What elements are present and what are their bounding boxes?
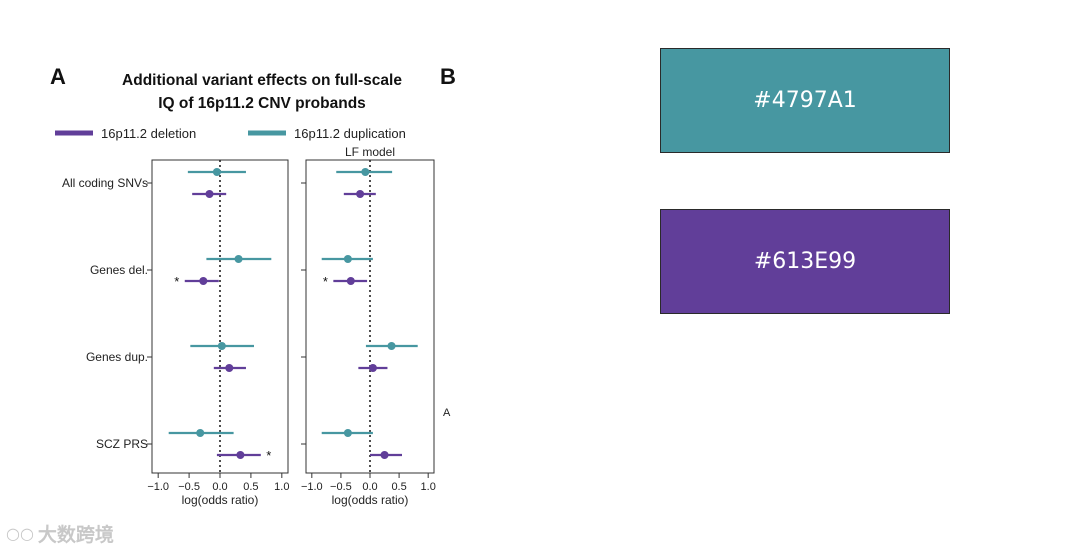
point-16p11-2-duplication-scz-prs xyxy=(343,429,352,437)
point-16p11-2-deletion-scz-prs xyxy=(380,451,389,459)
point-16p11-2-deletion-all-coding-snvs xyxy=(356,190,365,198)
point-16p11-2-duplication-all-coding-snvs xyxy=(212,168,221,176)
swatch-hex-label: #613E99 xyxy=(753,249,857,274)
y-category-label-scz-prs: SCZ PRS xyxy=(96,437,148,451)
point-16p11-2-duplication-genes-dup xyxy=(217,342,226,350)
point-16p11-2-duplication-genes-del xyxy=(234,255,243,263)
x-tick-label: 0.5 xyxy=(243,481,258,493)
color-swatch-teal: #4797A1 xyxy=(660,48,950,153)
point-16p11-2-deletion-all-coding-snvs xyxy=(205,190,214,198)
point-16p11-2-deletion-scz-prs xyxy=(236,451,245,459)
y-category-label-genes-del: Genes del. xyxy=(90,263,148,277)
legend: 16p11.2 deletion 16p11.2 duplication xyxy=(55,126,406,141)
x-tick-label: 0.0 xyxy=(362,481,377,493)
panel-letter: A xyxy=(50,64,66,89)
wechat-logo-icon: ○○ xyxy=(6,524,34,543)
x-tick-label: 1.0 xyxy=(421,481,436,493)
panel-1: −1.0 −0.5 0.0 0.5 1.0 log(odds ratio) * * xyxy=(147,159,289,507)
point-16p11-2-deletion-genes-del xyxy=(346,277,355,285)
legend-label-16p11-2-duplication: 16p11.2 duplication xyxy=(294,126,406,141)
color-swatch-purple: #613E99 xyxy=(660,209,950,314)
plot-area: All coding SNVs Genes del. Genes dup. SCZ P… xyxy=(62,145,436,507)
point-16p11-2-duplication-genes-del xyxy=(343,255,352,263)
point-16p11-2-duplication-all-coding-snvs xyxy=(361,168,370,176)
significance-star: * xyxy=(266,448,271,463)
point-16p11-2-duplication-genes-dup xyxy=(387,342,396,350)
forest-plot-figure: A B A Additional variant effects on full… xyxy=(50,64,456,507)
chart-title-line-1: Additional variant effects on full-scale xyxy=(122,72,402,89)
x-tick-label: −1.0 xyxy=(301,481,323,493)
x-tick-label: 1.0 xyxy=(274,481,289,493)
y-category-label-genes-dup: Genes dup. xyxy=(86,350,148,364)
significance-star: * xyxy=(174,274,179,289)
point-16p11-2-deletion-genes-del xyxy=(199,277,208,285)
x-tick-label: −0.5 xyxy=(178,481,200,493)
legend-label-16p11-2-deletion: 16p11.2 deletion xyxy=(101,126,196,141)
swatch-hex-label: #4797A1 xyxy=(753,88,857,113)
point-16p11-2-duplication-scz-prs xyxy=(196,429,205,437)
next-panel-letter: B xyxy=(440,64,456,89)
x-tick-label: −0.5 xyxy=(330,481,352,493)
x-tick-label: 0.0 xyxy=(212,481,227,493)
chart-title-line-2: IQ of 16p11.2 CNV probands xyxy=(158,95,366,112)
y-category-label-all-coding-snvs: All coding SNVs xyxy=(62,176,148,190)
point-16p11-2-deletion-genes-dup xyxy=(368,364,377,372)
point-16p11-2-deletion-genes-dup xyxy=(225,364,234,372)
watermark-text: 大数跨境 xyxy=(37,524,114,546)
panel-2: LF model −1.0 −0.5 0.0 0.5 1.0 log(odds ratio)… xyxy=(301,145,436,507)
significance-star: * xyxy=(323,274,328,289)
x-tick-label: 0.5 xyxy=(391,481,406,493)
watermark: ○○ 大数跨境 xyxy=(6,520,114,547)
x-axis-label: log(odds ratio) xyxy=(182,493,259,507)
stray-letter: A xyxy=(443,407,451,419)
panel-subtitle: LF model xyxy=(345,145,395,159)
x-tick-label: −1.0 xyxy=(147,481,169,493)
x-axis-label: log(odds ratio) xyxy=(332,493,409,507)
